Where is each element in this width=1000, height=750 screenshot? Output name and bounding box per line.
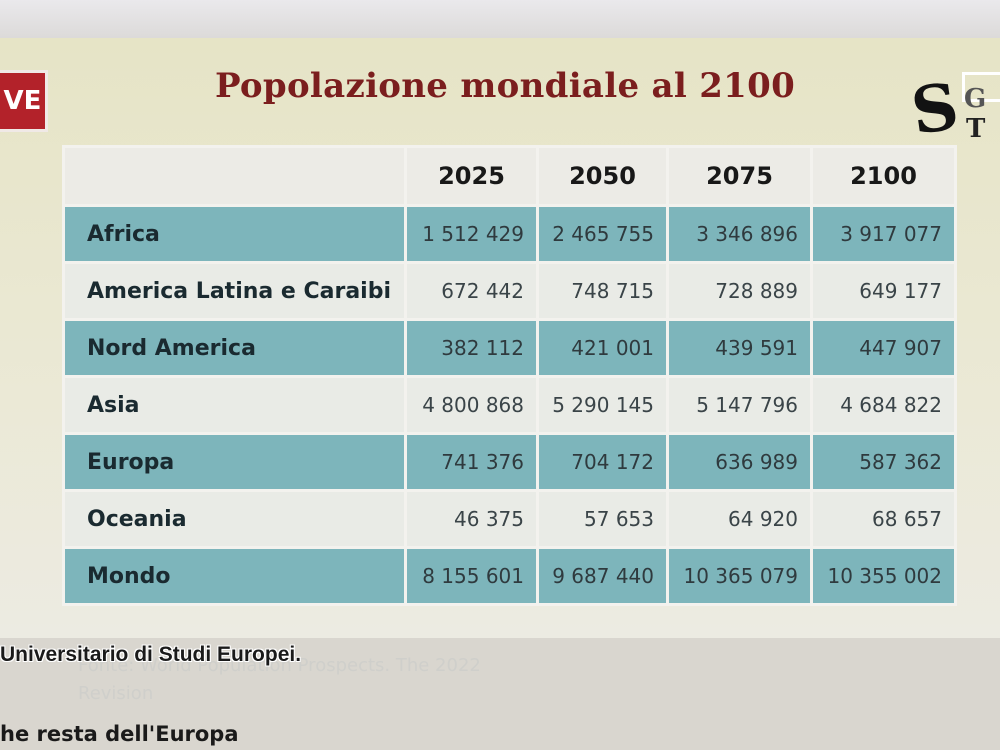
table-cell: 728 889 [666, 261, 813, 321]
table-row: Asia 4 800 868 5 290 145 5 147 796 4 684… [62, 375, 957, 435]
source-line: Fonte: World Population Prospects. The 2… [78, 655, 481, 676]
table-cell: 672 442 [404, 261, 539, 321]
table-cell: 3 917 077 [810, 204, 957, 264]
table-cell: 10 365 079 [666, 546, 813, 606]
table-cell: 9 687 440 [536, 546, 669, 606]
live-badge: VE [0, 70, 48, 132]
table-cell: 4 684 822 [810, 375, 957, 435]
table-row: Oceania 46 375 57 653 64 920 68 657 [62, 489, 957, 549]
table-cell: 57 653 [536, 489, 669, 549]
region-name: Oceania [62, 489, 407, 549]
table-cell: 704 172 [536, 432, 669, 492]
table-cell: 1 512 429 [404, 204, 539, 264]
channel-logo: S G T [907, 69, 1000, 158]
table-cell: 68 657 [810, 489, 957, 549]
table-cell: 5 147 796 [666, 375, 813, 435]
table-cell: 46 375 [404, 489, 539, 549]
table-cell: 382 112 [404, 318, 539, 378]
table-cell: 741 376 [404, 432, 539, 492]
table-row: Europa 741 376 704 172 636 989 587 362 [62, 432, 957, 492]
table-row: Africa 1 512 429 2 465 755 3 346 896 3 9… [62, 204, 957, 264]
table-row: America Latina e Caraibi 672 442 748 715… [62, 261, 957, 321]
logo-frame [962, 72, 1000, 102]
table-cell: 587 362 [810, 432, 957, 492]
region-name: Europa [62, 432, 407, 492]
table-row: Mondo 8 155 601 9 687 440 10 365 079 10 … [62, 546, 957, 606]
logo-letter: G [964, 84, 987, 114]
region-name: Mondo [62, 546, 407, 606]
table-cell: 8 155 601 [404, 546, 539, 606]
table-cell: 3 346 896 [666, 204, 813, 264]
region-name: Africa [62, 204, 407, 264]
column-header: 2075 [666, 145, 813, 207]
slide-title: Popolazione mondiale al 2100 [214, 66, 796, 106]
table-row: Nord America 382 112 421 001 439 591 447… [62, 318, 957, 378]
logo-letter: S [906, 69, 964, 150]
region-name: America Latina e Caraibi [62, 261, 407, 321]
table-cell: 2 465 755 [536, 204, 669, 264]
table-cell: 636 989 [666, 432, 813, 492]
table-cell: 4 800 868 [404, 375, 539, 435]
column-header: 2050 [536, 145, 669, 207]
header-corner [62, 145, 407, 207]
region-name: Asia [62, 375, 407, 435]
source-note: Fonte: World Population Prospects. The 2… [78, 652, 518, 708]
table-cell: 447 907 [810, 318, 957, 378]
table-cell: 64 920 [666, 489, 813, 549]
table-cell: 649 177 [810, 261, 957, 321]
monitor-top-edge [0, 0, 1000, 38]
region-name: Nord America [62, 318, 407, 378]
table-cell: 421 001 [536, 318, 669, 378]
population-table: 2025 2050 2075 2100 Africa 1 512 429 2 4… [62, 145, 957, 606]
table-cell: 5 290 145 [536, 375, 669, 435]
logo-letter: T [966, 114, 986, 144]
table-cell: 748 715 [536, 261, 669, 321]
table-cell: 439 591 [666, 318, 813, 378]
table-cell: 10 355 002 [810, 546, 957, 606]
table-header-row: 2025 2050 2075 2100 [62, 145, 957, 207]
source-line: Revision [78, 683, 154, 704]
column-header: 2025 [404, 145, 539, 207]
subtitle-caption: he resta dell'Europa [0, 722, 239, 746]
institute-caption: Universitario di Studi Europei. [0, 643, 302, 666]
column-header: 2100 [810, 145, 957, 207]
